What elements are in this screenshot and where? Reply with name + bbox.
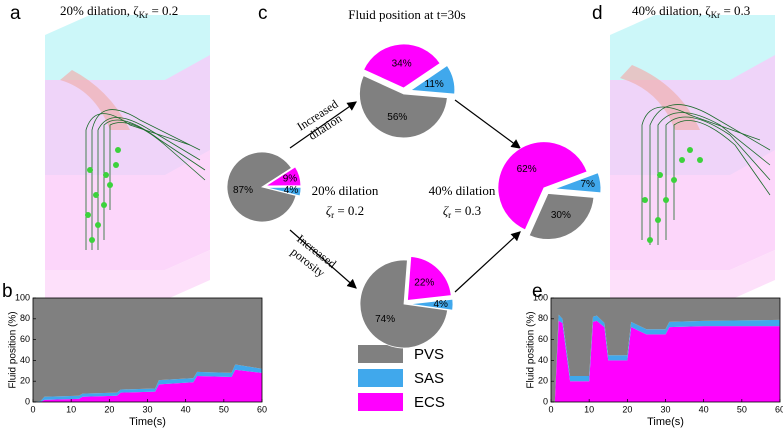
y-tick-label: 60 xyxy=(20,334,30,344)
illustration-title: 40% dilation, ζKr = 0.3 xyxy=(632,3,750,20)
x-tick-label: 40 xyxy=(699,404,709,414)
legend-swatch xyxy=(358,345,403,363)
value-label: 30% xyxy=(551,210,571,221)
arrows xyxy=(289,99,521,293)
value-label: 87% xyxy=(233,185,253,196)
value-label: 22% xyxy=(414,278,434,289)
pie-slice xyxy=(497,141,588,231)
value-label: 11% xyxy=(425,79,444,90)
illustration-title: 20% dilation, ζKr = 0.2 xyxy=(60,3,178,20)
x-tick-label: 30 xyxy=(660,404,670,414)
legend-label: SAS xyxy=(414,370,444,387)
y-tick-label: 0 xyxy=(543,396,548,406)
x-tick-label: 40 xyxy=(181,404,191,414)
pie-slice xyxy=(265,186,302,197)
x-tick-label: 50 xyxy=(219,404,229,414)
area xyxy=(551,314,780,402)
legend-swatch xyxy=(358,393,403,411)
x-tick-label: 0 xyxy=(30,404,35,414)
center-title: Fluid position at t=30s xyxy=(348,7,465,22)
y-tick-label: 60 xyxy=(538,334,548,344)
pie-slice xyxy=(363,43,441,89)
area xyxy=(33,369,262,402)
value-label: 34% xyxy=(392,59,412,70)
value-label: 56% xyxy=(387,112,407,123)
x-tick-label: 10 xyxy=(584,404,594,414)
pie-slice xyxy=(264,166,302,187)
panel-label: b xyxy=(2,281,13,302)
area xyxy=(33,298,262,402)
panel-label: c xyxy=(258,3,268,24)
x-tick-label: 50 xyxy=(737,404,747,414)
panel-label: d xyxy=(592,3,603,24)
value-label: 4% xyxy=(284,185,299,196)
x-tick-label: 10 xyxy=(66,404,76,414)
condition: 20% dilation xyxy=(312,183,379,198)
value-label: 9% xyxy=(283,173,298,184)
area xyxy=(551,320,780,402)
value-label: 7% xyxy=(581,179,596,190)
y-tick-label: 0 xyxy=(25,396,30,406)
legend-label: ECS xyxy=(414,394,445,411)
y-tick-label: 100 xyxy=(533,292,548,302)
y-tick-label: 40 xyxy=(20,355,30,365)
x-tick-label: 20 xyxy=(622,404,632,414)
panel-label: e xyxy=(532,281,543,302)
condition: 40% dilation xyxy=(429,183,496,198)
y-axis-label: Fluid position (%) xyxy=(8,311,19,388)
pie-slice xyxy=(407,256,452,301)
x-tick-label: 20 xyxy=(104,404,114,414)
y-axis-label: Fluid position (%) xyxy=(526,311,537,388)
area xyxy=(551,298,780,402)
x-tick-label: 30 xyxy=(142,404,152,414)
pie-slice xyxy=(528,193,595,240)
legend-swatch xyxy=(358,369,403,387)
pie-slice xyxy=(554,172,602,194)
pie-slice xyxy=(408,298,454,311)
y-tick-label: 80 xyxy=(538,313,548,323)
condition: ζr = 0.3 xyxy=(443,203,481,220)
illustration-d xyxy=(610,15,775,300)
x-axis-label: Time(s) xyxy=(129,416,166,428)
value-label: 4% xyxy=(433,299,448,310)
y-tick-label: 20 xyxy=(538,376,548,386)
illustration-a xyxy=(45,15,210,300)
x-tick-label: 60 xyxy=(257,404,267,414)
pie-slice xyxy=(226,151,297,223)
area xyxy=(33,364,262,402)
y-tick-label: 80 xyxy=(20,313,30,323)
x-axis-label: Time(s) xyxy=(647,416,684,428)
arrow-label: Increasedporosity xyxy=(286,231,339,281)
value-label: 74% xyxy=(375,314,395,325)
legend-label: PVS xyxy=(414,346,444,363)
arrow-label: Increaseddilation xyxy=(294,97,348,146)
panel-label: a xyxy=(10,3,21,24)
x-tick-label: 60 xyxy=(775,404,783,414)
condition: ζr = 0.2 xyxy=(326,203,364,220)
x-tick-label: 0 xyxy=(548,404,553,414)
y-tick-label: 100 xyxy=(15,292,30,302)
pie-slice xyxy=(359,75,448,139)
pie-slice xyxy=(409,64,456,95)
value-label: 62% xyxy=(517,164,537,175)
y-tick-label: 20 xyxy=(20,376,30,386)
pie-slice xyxy=(359,259,449,349)
y-tick-label: 40 xyxy=(538,355,548,365)
